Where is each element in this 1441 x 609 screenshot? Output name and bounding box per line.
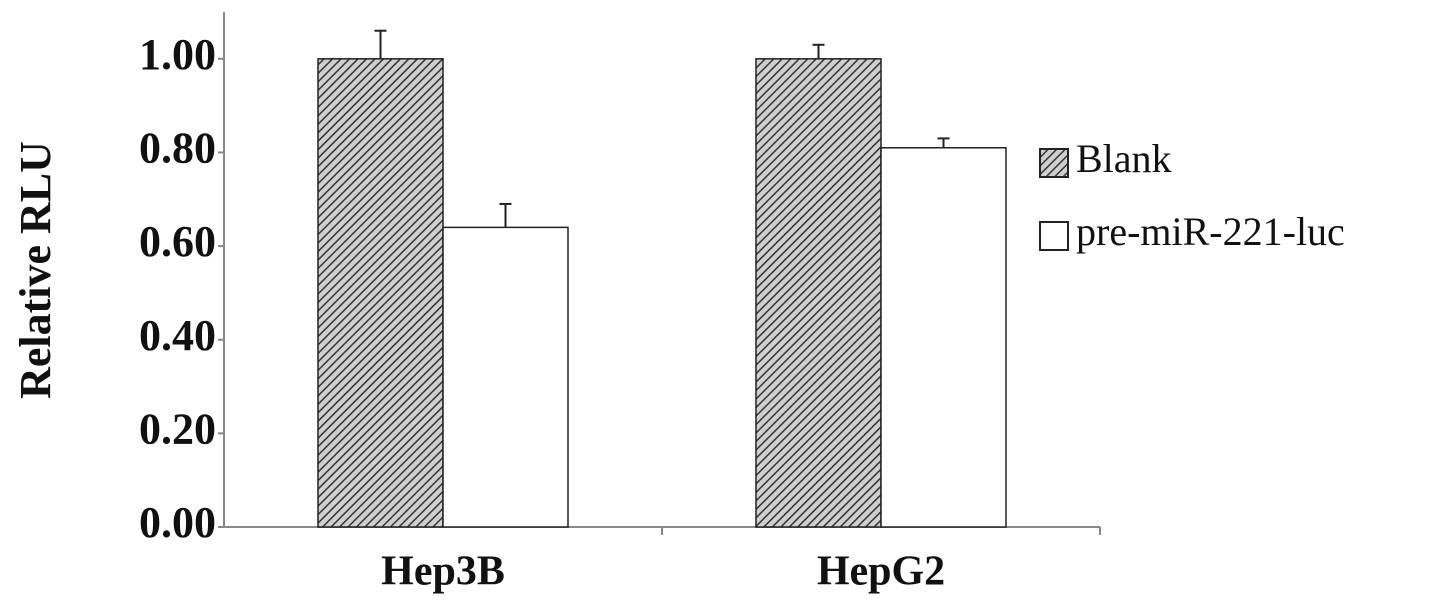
y-tick-label: 1.00 — [139, 30, 216, 79]
y-tick-label: 0.80 — [139, 124, 216, 173]
y-tick-label: 0.40 — [139, 311, 216, 360]
y-tick-label: 0.00 — [139, 498, 216, 547]
bar — [755, 58, 882, 528]
bar — [442, 226, 569, 528]
legend-swatch — [1039, 221, 1069, 251]
x-tick-label: Hep3B — [381, 549, 505, 595]
bar — [880, 147, 1007, 528]
legend-label: Blank — [1076, 136, 1172, 181]
x-tick-label: HepG2 — [817, 549, 945, 595]
y-tick-label: 0.60 — [139, 217, 216, 266]
legend-swatch — [1039, 148, 1069, 178]
legend-label: pre-miR-221-luc — [1076, 209, 1345, 254]
bar — [317, 58, 444, 528]
y-axis-label: Relative RLU — [11, 141, 60, 399]
y-tick-label: 0.20 — [139, 404, 216, 453]
